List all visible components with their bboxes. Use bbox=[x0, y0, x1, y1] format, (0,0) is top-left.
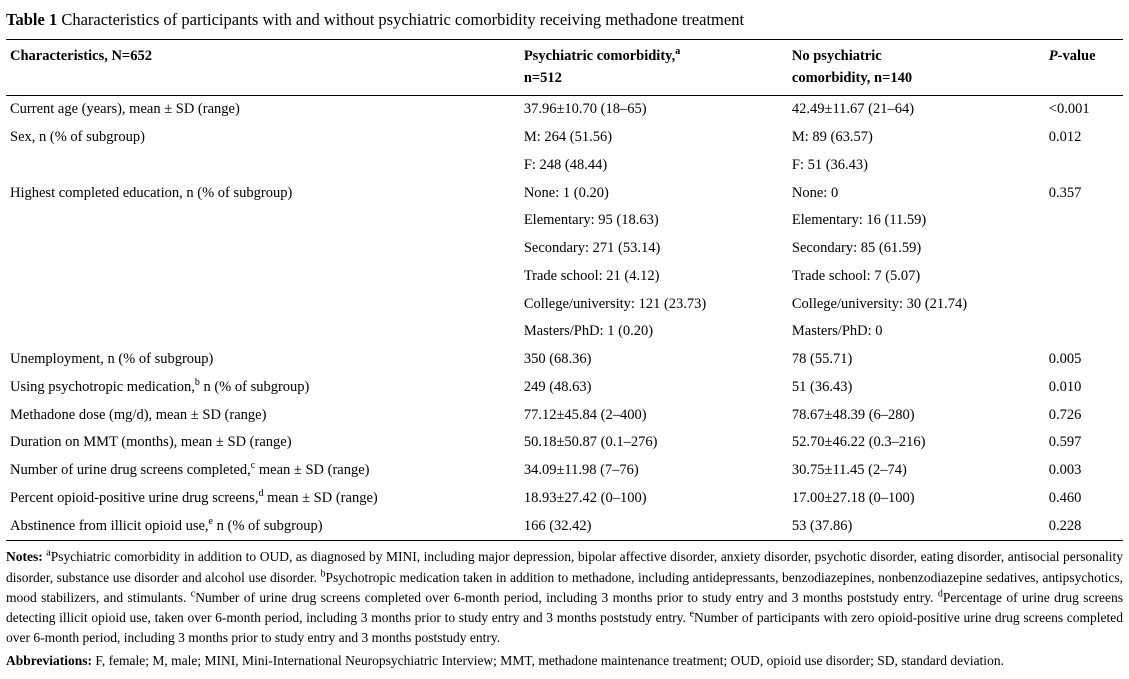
table-row: Elementary: 95 (18.63)Elementary: 16 (11… bbox=[6, 207, 1123, 235]
data-table: Characteristics, N=652 Psychiatric comor… bbox=[6, 39, 1123, 542]
cell-no-psychiatric: Secondary: 85 (61.59) bbox=[788, 235, 1045, 263]
cell-no-psychiatric: Elementary: 16 (11.59) bbox=[788, 207, 1045, 235]
cell-characteristic: Duration on MMT (months), mean ± SD (ran… bbox=[6, 429, 520, 457]
cell-pvalue bbox=[1045, 291, 1123, 319]
table-title: Table 1 Characteristics of participants … bbox=[6, 8, 1123, 33]
cell-no-psychiatric: 17.00±27.18 (0–100) bbox=[788, 485, 1045, 513]
cell-pvalue bbox=[1045, 235, 1123, 263]
cell-no-psychiatric: 78.67±48.39 (6–280) bbox=[788, 402, 1045, 430]
table-row: Highest completed education, n (% of sub… bbox=[6, 180, 1123, 208]
cell-psychiatric: 166 (32.42) bbox=[520, 513, 788, 541]
cell-characteristic: Abstinence from illicit opioid use,e n (… bbox=[6, 513, 520, 541]
cell-no-psychiatric: 51 (36.43) bbox=[788, 374, 1045, 402]
cell-psychiatric: 77.12±45.84 (2–400) bbox=[520, 402, 788, 430]
cell-no-psychiatric: College/university: 30 (21.74) bbox=[788, 291, 1045, 319]
cell-characteristic bbox=[6, 291, 520, 319]
table-row: Masters/PhD: 1 (0.20)Masters/PhD: 0 bbox=[6, 318, 1123, 346]
cell-characteristic: Methadone dose (mg/d), mean ± SD (range) bbox=[6, 402, 520, 430]
abbrev-block: Abbreviations: F, female; M, male; MINI,… bbox=[6, 651, 1123, 671]
header-pvalue: P-value bbox=[1045, 39, 1123, 96]
cell-pvalue bbox=[1045, 318, 1123, 346]
cell-characteristic: Current age (years), mean ± SD (range) bbox=[6, 96, 520, 124]
cell-psychiatric: 50.18±50.87 (0.1–276) bbox=[520, 429, 788, 457]
table-row: F: 248 (48.44)F: 51 (36.43) bbox=[6, 152, 1123, 180]
cell-psychiatric: Trade school: 21 (4.12) bbox=[520, 263, 788, 291]
cell-no-psychiatric: Masters/PhD: 0 bbox=[788, 318, 1045, 346]
cell-no-psychiatric: None: 0 bbox=[788, 180, 1045, 208]
header-characteristics: Characteristics, N=652 bbox=[6, 39, 520, 96]
cell-characteristic bbox=[6, 207, 520, 235]
header-psychiatric: Psychiatric comorbidity,a n=512 bbox=[520, 39, 788, 96]
cell-characteristic: Highest completed education, n (% of sub… bbox=[6, 180, 520, 208]
table-row: Methadone dose (mg/d), mean ± SD (range)… bbox=[6, 402, 1123, 430]
cell-psychiatric: Secondary: 271 (53.14) bbox=[520, 235, 788, 263]
table-row: Abstinence from illicit opioid use,e n (… bbox=[6, 513, 1123, 541]
cell-characteristic bbox=[6, 235, 520, 263]
cell-characteristic: Sex, n (% of subgroup) bbox=[6, 124, 520, 152]
cell-no-psychiatric: M: 89 (63.57) bbox=[788, 124, 1045, 152]
table-row: Using psychotropic medication,b n (% of … bbox=[6, 374, 1123, 402]
cell-pvalue: 0.012 bbox=[1045, 124, 1123, 152]
cell-pvalue: 0.005 bbox=[1045, 346, 1123, 374]
cell-characteristic: Percent opioid-positive urine drug scree… bbox=[6, 485, 520, 513]
cell-pvalue: 0.597 bbox=[1045, 429, 1123, 457]
notes-block: Notes: aPsychiatric comorbidity in addit… bbox=[6, 547, 1123, 648]
table-row: College/university: 121 (23.73)College/u… bbox=[6, 291, 1123, 319]
table-row: Current age (years), mean ± SD (range)37… bbox=[6, 96, 1123, 124]
table-row: Duration on MMT (months), mean ± SD (ran… bbox=[6, 429, 1123, 457]
cell-psychiatric: College/university: 121 (23.73) bbox=[520, 291, 788, 319]
cell-psychiatric: Masters/PhD: 1 (0.20) bbox=[520, 318, 788, 346]
cell-no-psychiatric: 30.75±11.45 (2–74) bbox=[788, 457, 1045, 485]
table-body: Current age (years), mean ± SD (range)37… bbox=[6, 96, 1123, 541]
cell-characteristic bbox=[6, 263, 520, 291]
cell-pvalue: 0.726 bbox=[1045, 402, 1123, 430]
table-row: Sex, n (% of subgroup)M: 264 (51.56)M: 8… bbox=[6, 124, 1123, 152]
cell-psychiatric: F: 248 (48.44) bbox=[520, 152, 788, 180]
cell-pvalue: 0.460 bbox=[1045, 485, 1123, 513]
cell-pvalue: <0.001 bbox=[1045, 96, 1123, 124]
header-no-psychiatric: No psychiatric comorbidity, n=140 bbox=[788, 39, 1045, 96]
cell-pvalue: 0.003 bbox=[1045, 457, 1123, 485]
table-number: Table 1 bbox=[6, 10, 57, 29]
cell-characteristic: Using psychotropic medication,b n (% of … bbox=[6, 374, 520, 402]
cell-psychiatric: 350 (68.36) bbox=[520, 346, 788, 374]
cell-pvalue bbox=[1045, 263, 1123, 291]
cell-pvalue: 0.228 bbox=[1045, 513, 1123, 541]
cell-psychiatric: 249 (48.63) bbox=[520, 374, 788, 402]
cell-pvalue bbox=[1045, 207, 1123, 235]
cell-pvalue: 0.357 bbox=[1045, 180, 1123, 208]
table-row: Number of urine drug screens completed,c… bbox=[6, 457, 1123, 485]
abbrev-text: F, female; M, male; MINI, Mini-Internati… bbox=[95, 653, 1004, 668]
cell-no-psychiatric: F: 51 (36.43) bbox=[788, 152, 1045, 180]
cell-characteristic: Unemployment, n (% of subgroup) bbox=[6, 346, 520, 374]
abbrev-label: Abbreviations: bbox=[6, 653, 92, 668]
cell-psychiatric: Elementary: 95 (18.63) bbox=[520, 207, 788, 235]
cell-no-psychiatric: Trade school: 7 (5.07) bbox=[788, 263, 1045, 291]
notes-label: Notes: bbox=[6, 549, 43, 564]
table-row: Unemployment, n (% of subgroup)350 (68.3… bbox=[6, 346, 1123, 374]
table-row: Percent opioid-positive urine drug scree… bbox=[6, 485, 1123, 513]
table-caption: Characteristics of participants with and… bbox=[61, 10, 744, 29]
table-head: Characteristics, N=652 Psychiatric comor… bbox=[6, 39, 1123, 96]
cell-psychiatric: M: 264 (51.56) bbox=[520, 124, 788, 152]
cell-psychiatric: 18.93±27.42 (0–100) bbox=[520, 485, 788, 513]
cell-pvalue: 0.010 bbox=[1045, 374, 1123, 402]
cell-characteristic bbox=[6, 152, 520, 180]
cell-no-psychiatric: 53 (37.86) bbox=[788, 513, 1045, 541]
cell-psychiatric: None: 1 (0.20) bbox=[520, 180, 788, 208]
cell-psychiatric: 34.09±11.98 (7–76) bbox=[520, 457, 788, 485]
cell-characteristic bbox=[6, 318, 520, 346]
table-row: Trade school: 21 (4.12)Trade school: 7 (… bbox=[6, 263, 1123, 291]
cell-no-psychiatric: 52.70±46.22 (0.3–216) bbox=[788, 429, 1045, 457]
cell-no-psychiatric: 78 (55.71) bbox=[788, 346, 1045, 374]
cell-psychiatric: 37.96±10.70 (18–65) bbox=[520, 96, 788, 124]
cell-characteristic: Number of urine drug screens completed,c… bbox=[6, 457, 520, 485]
cell-no-psychiatric: 42.49±11.67 (21–64) bbox=[788, 96, 1045, 124]
table-row: Secondary: 271 (53.14)Secondary: 85 (61.… bbox=[6, 235, 1123, 263]
cell-pvalue bbox=[1045, 152, 1123, 180]
